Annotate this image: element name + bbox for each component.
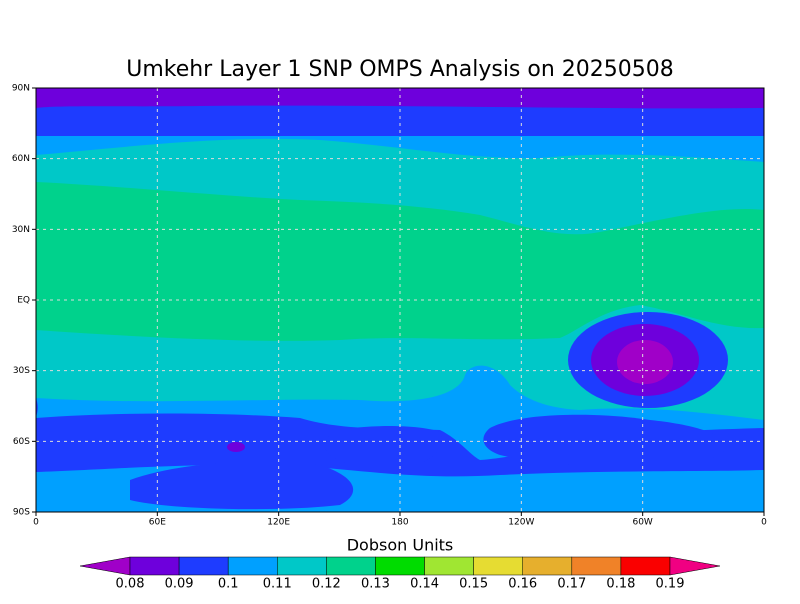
lat-label: 90S (13, 508, 30, 518)
field-level (227, 442, 245, 452)
colorbar-box (522, 556, 573, 576)
lon-label: 120W (508, 518, 534, 528)
lat-label: EQ (17, 296, 30, 306)
lat-label: 90N (12, 84, 30, 94)
lat-label: 60N (12, 154, 30, 164)
lon-label: 60E (149, 518, 166, 528)
colorbar-box (424, 556, 474, 576)
colorbar-label: 0.11 (263, 577, 292, 592)
colorbar-label: 0.1 (218, 577, 239, 592)
colorbar-box (277, 556, 327, 576)
colorbar-label: 0.09 (165, 577, 194, 592)
field-level (483, 414, 726, 467)
colorbar-box (326, 556, 376, 576)
colorbar-label: 0.08 (116, 577, 145, 592)
lat-label: 30S (13, 366, 30, 376)
lon-label: 0 (33, 518, 39, 528)
colorbar-box (227, 556, 278, 576)
colorbar-label: 0.13 (361, 577, 390, 592)
colorbar-label: 0.19 (656, 577, 685, 592)
lon-label: 120E (267, 518, 290, 528)
colorbar-box (620, 556, 671, 576)
colorbar-box (129, 556, 180, 576)
field-level (130, 461, 354, 510)
axis-labels: 0 60E 120E 180 120W 60W 0 90N 60N 30N EQ 30S 60S 90S (12, 84, 767, 528)
colorbar-label: 0.18 (606, 577, 635, 592)
lon-label: 180 (391, 518, 408, 528)
field-level (36, 182, 764, 341)
colorbar-box (571, 556, 622, 576)
colorbar-box (375, 556, 425, 576)
colorbar-box (178, 556, 229, 576)
colorbar-label: 0.16 (508, 577, 537, 592)
colorbar: 0.08 0.09 0.1 0.11 0.12 0.13 0.14 0.15 0.16 0.17 0… (79, 556, 721, 592)
colorbar-label: 0.15 (459, 577, 488, 592)
colorbar-arrow (79, 556, 131, 576)
colorbar-label: 0.17 (557, 577, 586, 592)
field-level (325, 426, 442, 469)
lon-label: 60W (632, 518, 652, 528)
field-level (36, 88, 764, 109)
colorbar-label: 0.14 (410, 577, 439, 592)
colorbar-box (473, 556, 523, 576)
field-level (617, 340, 673, 384)
colorbar-title: Dobson Units (347, 536, 454, 555)
lat-label: 60S (13, 437, 30, 447)
colorbar-label: 0.12 (312, 577, 341, 592)
lat-label: 30N (12, 225, 30, 235)
grid (36, 88, 764, 512)
lon-label: 0 (761, 518, 767, 528)
colorbar-arrow (669, 556, 721, 576)
map-title: Umkehr Layer 1 SNP OMPS Analysis on 2025… (126, 57, 674, 82)
